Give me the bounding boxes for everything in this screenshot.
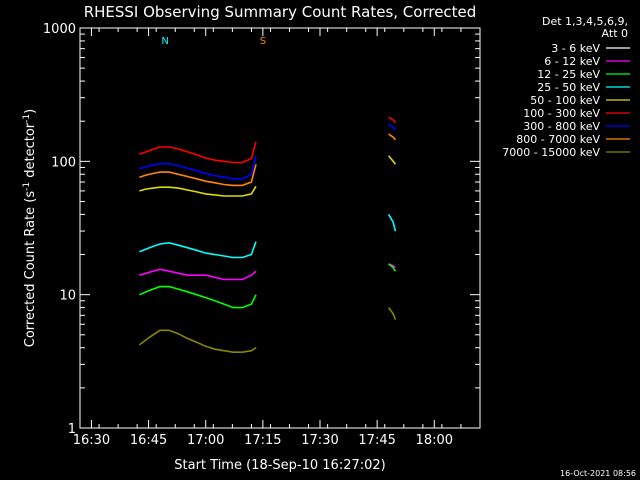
legend-label-8: 7000 - 15000 keV [502, 146, 600, 159]
series-line-7-0 [139, 164, 257, 187]
plot-frame [79, 27, 481, 429]
legend-label-3: 25 - 50 keV [537, 81, 600, 94]
series-line-7-1 [388, 133, 397, 141]
x-axis-label: Start Time (18-Sep-10 16:27:02) [174, 458, 385, 473]
y-tick-label-0: 1 [68, 422, 76, 437]
legend-label-4: 50 - 100 keV [530, 94, 600, 107]
series-line-5-1 [388, 116, 397, 124]
annotation-label-1: S [260, 36, 266, 47]
timestamp: 16-Oct-2021 08:56 [560, 469, 636, 478]
legend-label-7: 800 - 7000 keV [516, 133, 600, 146]
series-line-0-0 [138, 363, 250, 402]
series-line-4-1 [387, 155, 397, 165]
series-line-8-1 [387, 307, 397, 320]
y-axis-label-sup1: -1 [22, 182, 32, 191]
legend-header-1: Att 0 [602, 27, 628, 40]
x-tick-label-0: 16:30 [73, 433, 110, 448]
y-axis-label-post: ) [23, 109, 38, 114]
y-axis-label-sup2: -1 [22, 114, 32, 123]
x-tick-label-5: 17:45 [358, 433, 395, 448]
y-tick-label-1: 10 [59, 289, 76, 304]
y-axis-label-pre: Corrected Count Rate (s [23, 191, 38, 348]
series-line-3-1 [387, 213, 397, 232]
legend-label-6: 300 - 800 keV [523, 120, 600, 133]
x-tick-label-4: 17:30 [301, 433, 338, 448]
legend-header-0: Det 1,3,4,5,6,9, [542, 15, 628, 28]
chart-title: RHESSI Observing Summary Count Rates, Co… [84, 3, 477, 21]
series-line-6-0 [139, 155, 257, 180]
series-line-8-0 [138, 329, 257, 354]
y-axis-label: Corrected Count Rate (s-1 detector-1) [22, 109, 38, 347]
x-tick-label-1: 16:45 [130, 433, 167, 448]
annotation-label-0: N [161, 36, 168, 47]
y-tick-label-3: 1000 [43, 22, 76, 37]
legend-label-1: 6 - 12 keV [544, 55, 600, 68]
series-line-1-0 [139, 268, 257, 281]
y-axis-label-mid: detector [23, 122, 38, 182]
legend-label-5: 100 - 300 keV [523, 107, 600, 120]
series-line-2-1 [388, 263, 397, 272]
x-tick-label-2: 17:00 [187, 433, 224, 448]
x-tick-label-6: 18:00 [416, 433, 453, 448]
legend-label-2: 12 - 25 keV [537, 68, 600, 81]
series-line-0-1 [388, 347, 397, 356]
legend-label-0: 3 - 6 keV [551, 42, 600, 55]
series-line-6-1 [388, 123, 396, 131]
axes: 16:30 16:45 17:00 17:15 17:30 17:45 18:00 1 10 10… [43, 22, 481, 448]
y-tick-label-2: 100 [51, 155, 76, 170]
series-line-5-0 [139, 141, 257, 164]
series-line-2-0 [139, 285, 257, 309]
x-tick-label-3: 17:15 [244, 433, 281, 448]
series-line-3-0 [139, 241, 257, 259]
series-line-4-0 [139, 185, 257, 197]
